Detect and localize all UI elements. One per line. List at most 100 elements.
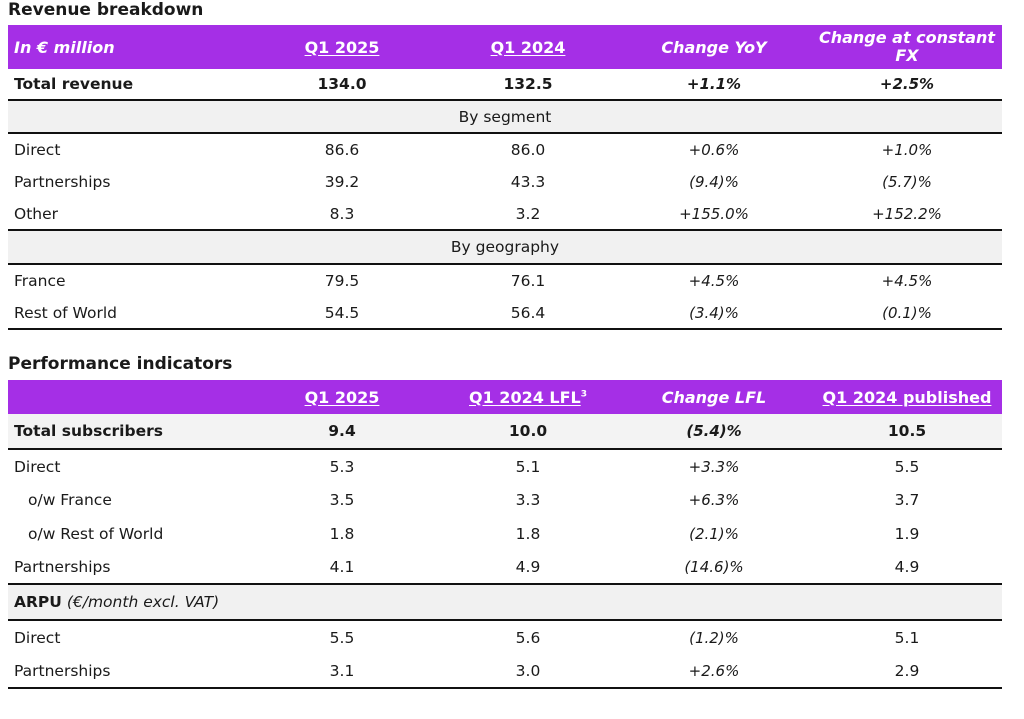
cell: +152.2% — [872, 204, 942, 223]
row-label: Direct — [14, 628, 61, 647]
row-label: Total subscribers — [8, 414, 244, 450]
row-label: Rest of World — [8, 297, 244, 330]
cell: (5.4)% — [616, 414, 812, 450]
header-change-constant-fx: Change at constant FX — [812, 25, 1002, 69]
table-row: Direct 86.6 86.0 +0.6% +1.0% — [8, 133, 1002, 166]
cell: 54.5 — [244, 297, 440, 330]
row-label: Direct — [14, 141, 61, 159]
arpu-band: ARPU (€/month excl. VAT) — [8, 583, 1002, 621]
revenue-table: In € million Q1 2025 Q1 2024 Change YoY … — [8, 25, 1002, 330]
header-q1-2025: Q1 2025 — [244, 25, 440, 69]
cell: 5.1 — [894, 628, 920, 647]
footnote-marker: 3 — [580, 389, 587, 400]
cell: 8.3 — [329, 204, 355, 223]
cell: +0.6% — [688, 141, 740, 159]
header-q1-2025: Q1 2025 — [244, 380, 440, 414]
cell: 5.5 — [894, 457, 920, 476]
table-row: Other 8.3 3.2 +155.0% +152.2% — [8, 198, 1002, 230]
cell: 39.2 — [324, 173, 360, 191]
cell: 3.2 — [515, 204, 541, 223]
total-subscribers-row: Total subscribers 9.4 10.0 (5.4)% 10.5 — [8, 414, 1002, 450]
cell: 132.5 — [440, 69, 616, 101]
row-label: Total revenue — [8, 69, 244, 101]
header-q1-2024: Q1 2024 — [440, 25, 616, 69]
table-row: France 79.5 76.1 +4.5% +4.5% — [8, 264, 1002, 297]
revenue-header-row: In € million Q1 2025 Q1 2024 Change YoY … — [8, 25, 1002, 69]
revenue-title: Revenue breakdown — [8, 0, 204, 20]
performance-table: Q1 2025 Q1 2024 LFL3 Change LFL Q1 2024 … — [8, 380, 1002, 689]
cell: (2.1)% — [689, 524, 739, 543]
table-row: Rest of World 54.5 56.4 (3.4)% (0.1)% — [8, 297, 1002, 330]
cell: 76.1 — [510, 272, 546, 290]
cell: 5.1 — [515, 457, 541, 476]
cell: (5.7)% — [882, 173, 932, 191]
header-unit: In € million — [8, 25, 244, 69]
row-label: Partnerships — [14, 173, 111, 191]
cell: 43.3 — [510, 173, 546, 191]
cell: 5.6 — [515, 628, 541, 647]
header-change-lfl: Change LFL — [616, 380, 812, 414]
cell: 1.9 — [894, 524, 920, 543]
cell: 86.0 — [510, 141, 546, 159]
cell: +4.5% — [881, 272, 933, 290]
table-row: Partnerships 3.1 3.0 +2.6% 2.9 — [8, 654, 1002, 689]
cell: 134.0 — [244, 69, 440, 101]
header-q1-2024-published: Q1 2024 published — [812, 380, 1002, 414]
cell: +2.6% — [616, 654, 812, 689]
table-row: Direct 5.5 5.6 (1.2)% 5.1 — [8, 620, 1002, 654]
cell: (3.4)% — [616, 297, 812, 330]
cell: 79.5 — [324, 272, 360, 290]
table-row: Partnerships 39.2 43.3 (9.4)% (5.7)% — [8, 166, 1002, 198]
row-label: Direct — [14, 457, 61, 476]
header-change-yoy: Change YoY — [616, 25, 812, 69]
row-label: o/w France — [28, 491, 112, 509]
cell: +4.5% — [688, 272, 740, 290]
cell: 1.8 — [329, 524, 355, 543]
row-label: Partnerships — [8, 550, 244, 585]
cell: +155.0% — [679, 204, 749, 223]
table-row: Partnerships 4.1 4.9 (14.6)% 4.9 — [8, 550, 1002, 585]
geography-band: By geography — [8, 229, 1002, 265]
cell: 10.0 — [440, 414, 616, 450]
row-label: Other — [14, 204, 59, 223]
table-row: o/w Rest of World 1.8 1.8 (2.1)% 1.9 — [8, 517, 1002, 550]
row-label: France — [14, 272, 66, 290]
cell: 3.1 — [244, 654, 440, 689]
performance-header-row: Q1 2025 Q1 2024 LFL3 Change LFL Q1 2024 … — [8, 380, 1002, 414]
cell: 2.9 — [812, 654, 1002, 689]
performance-title: Performance indicators — [8, 354, 233, 374]
cell: +2.5% — [812, 69, 1002, 101]
arpu-label: ARPU (€/month excl. VAT) — [8, 583, 1002, 621]
segment-label: By segment — [8, 99, 1002, 134]
header-blank — [8, 380, 244, 414]
cell: +3.3% — [688, 457, 740, 476]
cell: +1.1% — [616, 69, 812, 101]
cell: 3.3 — [515, 491, 541, 509]
cell: 86.6 — [324, 141, 360, 159]
cell: (9.4)% — [689, 173, 739, 191]
header-q1-2024-lfl: Q1 2024 LFL3 — [440, 380, 616, 414]
table-row: o/w France 3.5 3.3 +6.3% 3.7 — [8, 483, 1002, 517]
cell: +1.0% — [881, 141, 933, 159]
cell: 1.8 — [515, 524, 541, 543]
cell: 10.5 — [812, 414, 1002, 450]
row-label: o/w Rest of World — [28, 524, 164, 543]
cell: 4.9 — [812, 550, 1002, 585]
cell: 4.9 — [440, 550, 616, 585]
cell: 3.7 — [894, 491, 920, 509]
cell: (14.6)% — [616, 550, 812, 585]
segment-band: By segment — [8, 99, 1002, 134]
row-label: Partnerships — [8, 654, 244, 689]
cell: (1.2)% — [689, 628, 739, 647]
table-row: Direct 5.3 5.1 +3.3% 5.5 — [8, 449, 1002, 483]
cell: 56.4 — [440, 297, 616, 330]
total-revenue-row: Total revenue 134.0 132.5 +1.1% +2.5% — [8, 69, 1002, 101]
geography-label: By geography — [8, 229, 1002, 265]
cell: 3.5 — [329, 491, 355, 509]
cell: 5.5 — [329, 628, 355, 647]
cell: (0.1)% — [812, 297, 1002, 330]
cell: +6.3% — [688, 491, 740, 509]
cell: 4.1 — [244, 550, 440, 585]
cell: 9.4 — [244, 414, 440, 450]
cell: 3.0 — [440, 654, 616, 689]
